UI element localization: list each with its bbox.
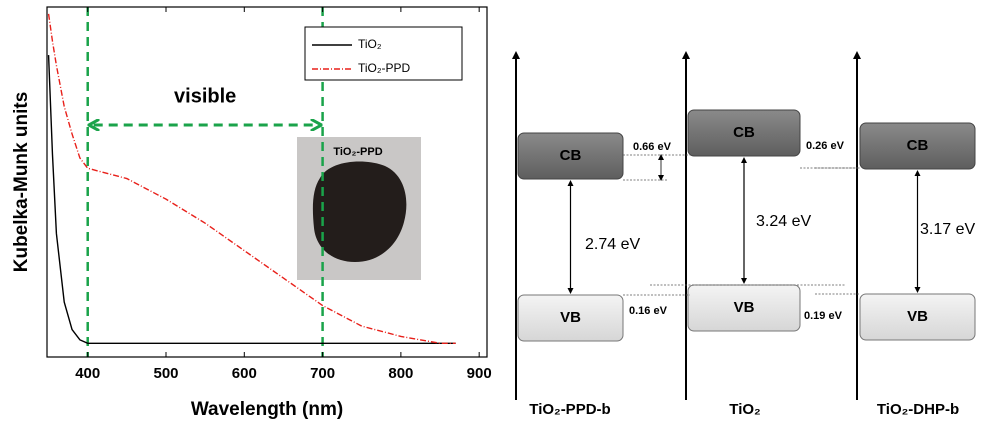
material-label: TiO₂-PPD-b	[529, 401, 610, 418]
cb-label: CB	[733, 124, 755, 141]
legend: TiO₂ TiO₂-PPD	[305, 27, 462, 80]
x-tick-label: 800	[388, 365, 413, 382]
inset-label: TiO₂-PPD	[333, 146, 382, 158]
y-axis-label: Kubelka-Munk units	[11, 92, 32, 273]
x-tick-label: 900	[467, 365, 492, 382]
vb-label: VB	[907, 308, 928, 325]
cb-label: CB	[907, 137, 929, 154]
material-label: TiO₂-DHP-b	[877, 401, 959, 418]
x-tick-label: 500	[153, 365, 178, 382]
vb-offset-label: 0.19 eV	[804, 310, 843, 322]
vb-offset-label: 0.16 eV	[629, 305, 668, 317]
cb-offset-label: 0.26 eV	[806, 140, 845, 152]
x-tick-label: 700	[310, 365, 335, 382]
x-tick-label: 400	[75, 365, 100, 382]
cb-offset-label: 0.66 eV	[633, 141, 672, 153]
vb-label: VB	[734, 299, 755, 316]
legend-label: TiO₂-PPD	[358, 61, 411, 75]
legend-label: TiO₂	[358, 37, 382, 51]
x-axis-label: Wavelength (nm)	[191, 399, 343, 420]
vb-label: VB	[560, 309, 581, 326]
band-diagram: CB VB 2.74 eV TiO₂-PPD-b 0.66 eV 0.16 eV CB VB 3…	[516, 55, 975, 418]
material-label: TiO₂	[729, 401, 760, 418]
annotation: visible	[174, 85, 236, 107]
gap-label: 3.24 eV	[756, 213, 811, 230]
gap-label: 2.74 eV	[585, 236, 640, 253]
x-tick-label: 600	[232, 365, 257, 382]
gap-label: 3.17 eV	[920, 221, 975, 238]
cb-label: CB	[560, 147, 582, 164]
inset-photo: TiO₂-PPD	[297, 137, 421, 280]
figure: TiO₂-PPD visible 400 500 600 700 800 900 Wavelen…	[0, 0, 985, 423]
spectrum-chart: TiO₂-PPD visible 400 500 600 700 800 900 Wavelen…	[11, 7, 492, 420]
